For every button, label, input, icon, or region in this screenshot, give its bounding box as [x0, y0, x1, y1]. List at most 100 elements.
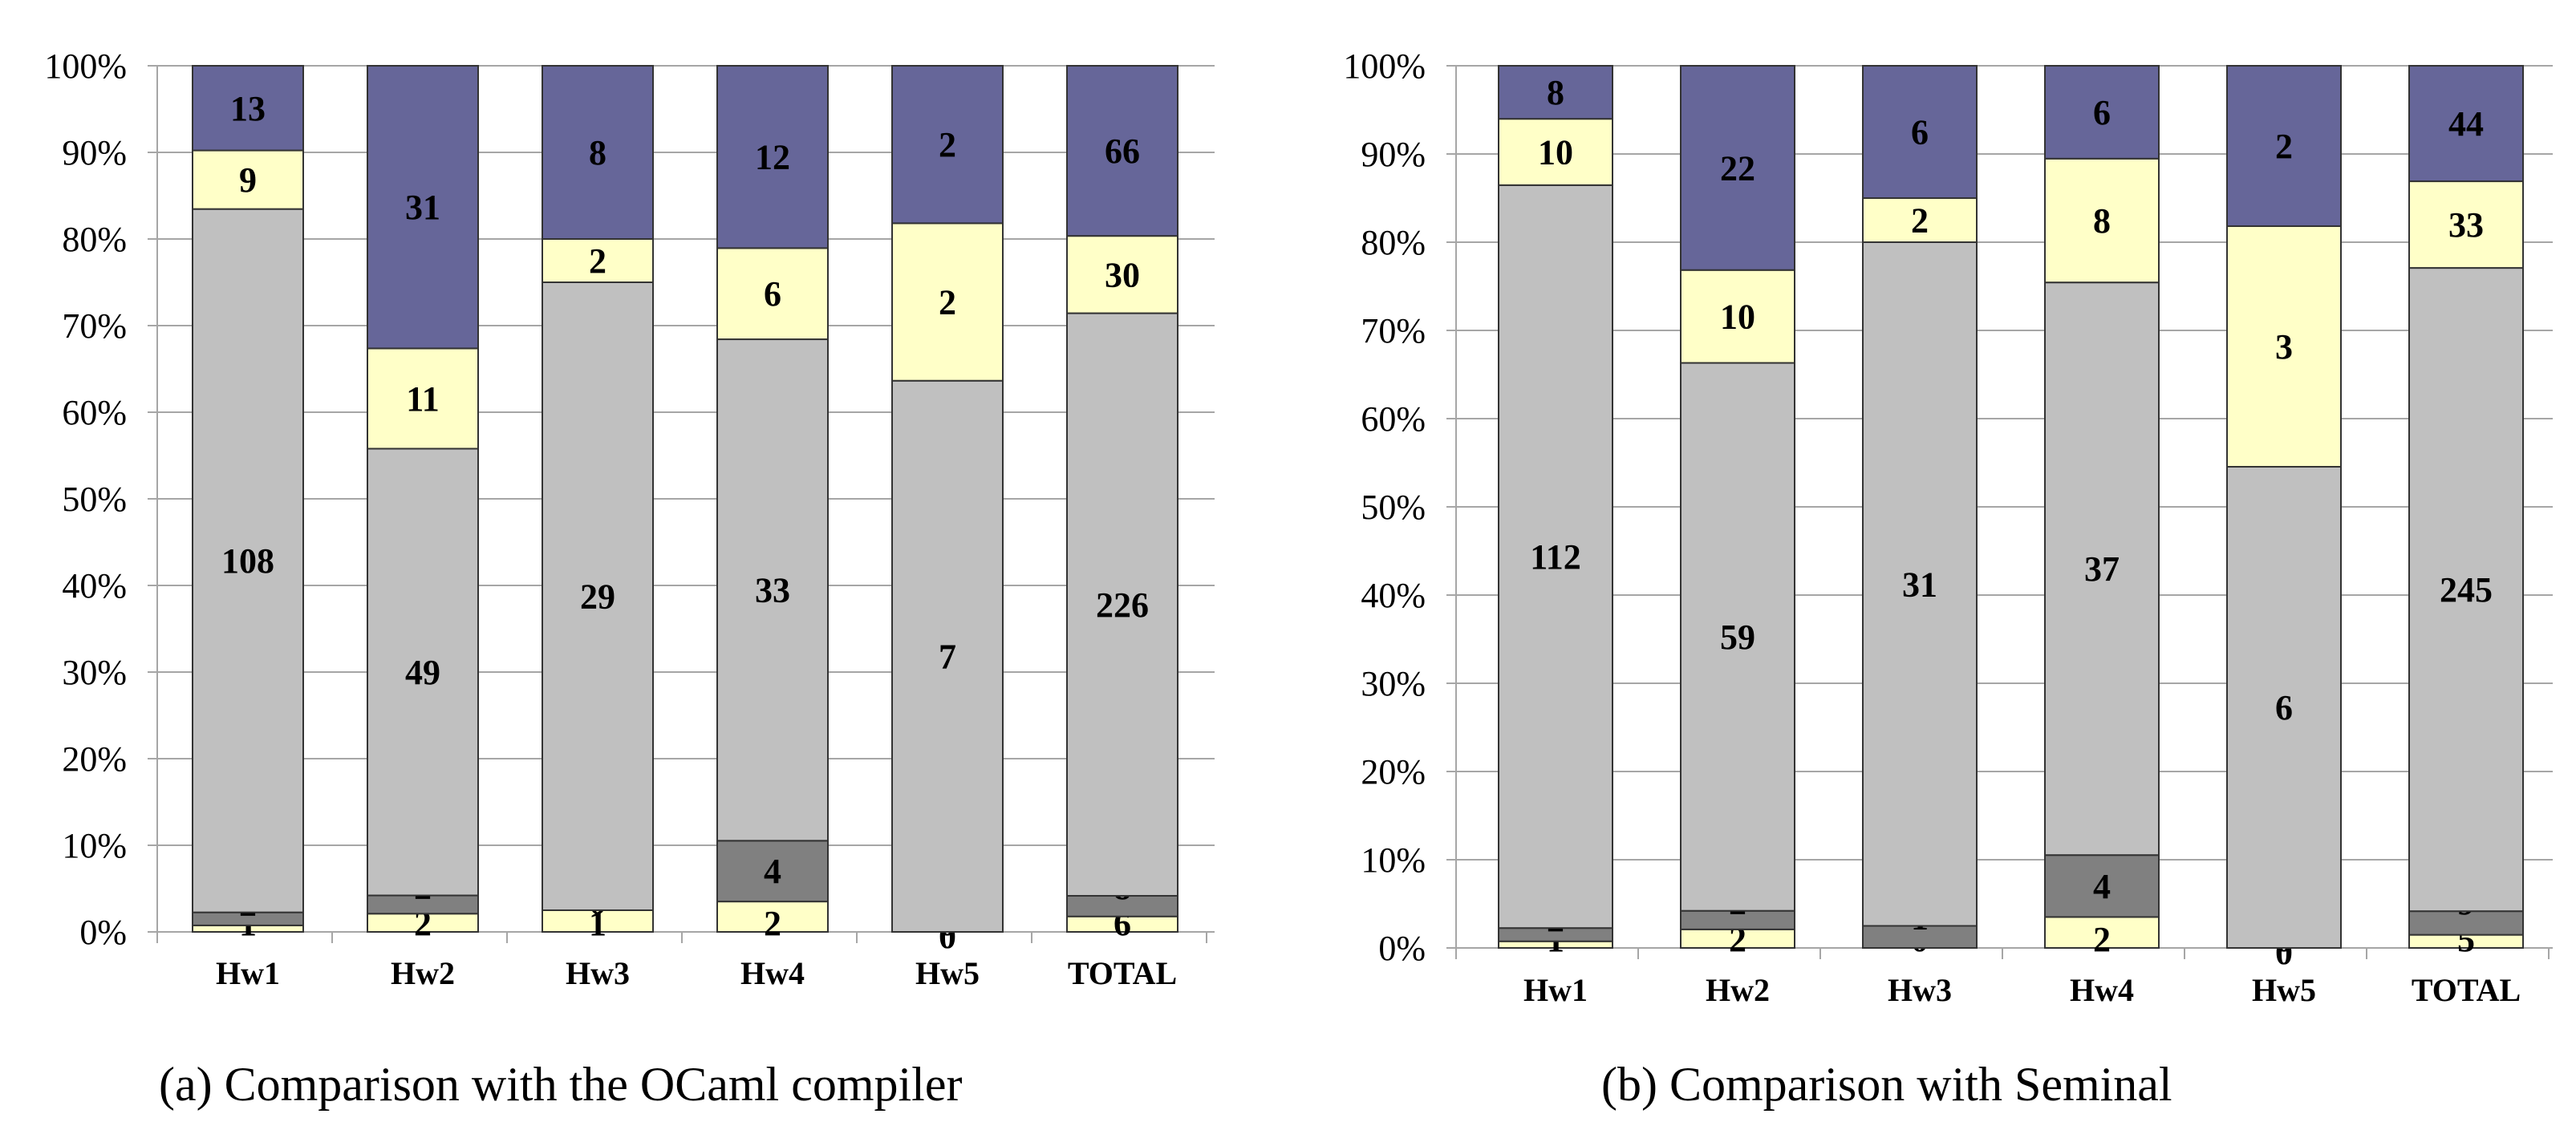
bar-segment-top — [716, 65, 829, 249]
bar-segment-top — [2408, 65, 2524, 183]
data-label-middle: 108 — [221, 541, 274, 581]
y-tick-label: 10% — [62, 826, 127, 865]
data-label-dark: 4 — [764, 852, 781, 891]
bar-segment-middle — [891, 379, 1004, 933]
data-label-upper: 10 — [1720, 298, 1755, 337]
y-tick-label: 30% — [1361, 664, 1426, 703]
data-label-middle: 6 — [2275, 688, 2293, 727]
y-tick-label: 0% — [1378, 929, 1426, 968]
y-tick-label: 20% — [1361, 752, 1426, 792]
y-tick-label: 60% — [62, 393, 127, 432]
caption-b: (b) Comparison with Seminal — [1601, 1058, 2172, 1111]
bar-segment-top — [542, 65, 654, 240]
x-category-label: Hw1 — [216, 955, 280, 991]
bar-segment-dark — [2408, 910, 2524, 936]
data-label-upper: 2 — [939, 283, 956, 322]
bar-segment-middle — [1680, 362, 1795, 912]
data-label-middle: 49 — [405, 653, 440, 692]
bar-segment-middle — [367, 448, 479, 897]
data-label-top: 2 — [939, 125, 956, 164]
x-category-label: Hw4 — [2070, 972, 2134, 1008]
data-label-upper: 9 — [239, 160, 257, 200]
data-label-top: 2 — [2275, 127, 2293, 166]
data-label-upper: 8 — [2093, 201, 2111, 241]
bar-segment-upper — [1680, 269, 1795, 364]
data-label-middle: 37 — [2084, 549, 2120, 589]
data-label-upper: 2 — [589, 241, 606, 281]
bar-segment-middle — [542, 281, 654, 911]
x-category-label: Hw4 — [740, 955, 805, 991]
x-category-label: Hw2 — [1706, 972, 1770, 1008]
bar-segment-middle — [2226, 466, 2342, 949]
data-label-middle: 112 — [1530, 537, 1581, 577]
bar-segment-top — [2044, 65, 2160, 160]
bar-segment-upper — [367, 347, 479, 450]
data-label-middle: 31 — [1902, 565, 1937, 604]
bar-segment-middle — [2408, 267, 2524, 913]
y-tick-label: 100% — [1343, 47, 1426, 86]
data-label-upper: 33 — [2448, 205, 2484, 245]
bar-segment-dark — [1862, 925, 1978, 949]
x-category-label: TOTAL — [1068, 955, 1177, 991]
y-tick-label: 80% — [1361, 223, 1426, 262]
y-tick-label: 20% — [62, 739, 127, 779]
x-category-label: Hw5 — [2252, 972, 2316, 1008]
data-label-dark: 4 — [2093, 867, 2111, 906]
y-tick-label: 50% — [62, 480, 127, 519]
x-category-label: Hw5 — [915, 955, 980, 991]
data-label-top: 31 — [405, 188, 440, 227]
bar-segment-top — [891, 65, 1004, 225]
data-label-middle: 7 — [939, 637, 956, 676]
y-tick-label: 90% — [62, 133, 127, 172]
bar-segment-upper — [716, 247, 829, 341]
x-category-label: Hw2 — [391, 955, 455, 991]
data-label-middle: 59 — [1720, 618, 1755, 657]
y-tick-label: 10% — [1361, 840, 1426, 880]
bar-segment-upper — [1066, 235, 1178, 314]
data-label-middle: 226 — [1096, 585, 1149, 625]
y-tick-label: 100% — [44, 47, 127, 86]
bar-segment-upper — [2408, 180, 2524, 269]
y-tick-label: 50% — [1361, 488, 1426, 527]
y-tick-label: 70% — [1361, 311, 1426, 350]
data-label-middle: 29 — [580, 577, 615, 617]
data-label-bottom: 1 — [589, 904, 606, 943]
y-tick-label: 80% — [62, 220, 127, 259]
bar-segment-bottom — [2044, 916, 2160, 950]
bar-segment-dark — [1066, 895, 1178, 917]
y-tick-label: 0% — [79, 913, 127, 952]
bar-segment-top — [2226, 65, 2342, 227]
data-label-upper: 3 — [2275, 327, 2293, 367]
data-label-bottom: 2 — [764, 904, 781, 943]
bar-segment-top — [1498, 65, 1613, 120]
x-category-label: TOTAL — [2412, 972, 2521, 1008]
bar-segment-middle — [1066, 312, 1178, 897]
bar-segment-bottom — [716, 901, 829, 933]
data-label-upper: 10 — [1538, 133, 1573, 172]
bar-segment-upper — [192, 149, 304, 210]
chart-a-comparison-ocaml: 0%10%20%30%40%50%60%70%80%90%100%1210891… — [44, 47, 1215, 991]
data-label-top: 44 — [2448, 104, 2484, 144]
y-tick-label: 70% — [62, 306, 127, 346]
bar-segment-bottom — [542, 909, 654, 933]
bar-segment-top — [1066, 65, 1178, 237]
data-label-upper: 6 — [764, 274, 781, 314]
data-label-top: 66 — [1105, 132, 1140, 171]
y-tick-label: 40% — [62, 566, 127, 605]
bar-segment-top — [192, 65, 304, 152]
bar-segment-middle — [716, 338, 829, 842]
bar-segment-top — [367, 65, 479, 350]
bar-segment-upper — [1498, 118, 1613, 186]
data-label-middle: 245 — [2440, 570, 2493, 610]
data-label-top: 6 — [2093, 93, 2111, 132]
y-tick-label: 60% — [1361, 399, 1426, 439]
data-label-top: 8 — [1547, 73, 1564, 112]
data-label-top: 6 — [1911, 113, 1929, 152]
x-category-label: Hw3 — [1888, 972, 1952, 1008]
data-label-top: 22 — [1720, 148, 1755, 188]
caption-a: (a) Comparison with the OCaml compiler — [159, 1058, 962, 1111]
bar-segment-middle — [2044, 281, 2160, 857]
bar-segment-upper — [891, 222, 1004, 382]
data-label-upper: 11 — [406, 379, 440, 419]
y-tick-label: 40% — [1361, 576, 1426, 615]
